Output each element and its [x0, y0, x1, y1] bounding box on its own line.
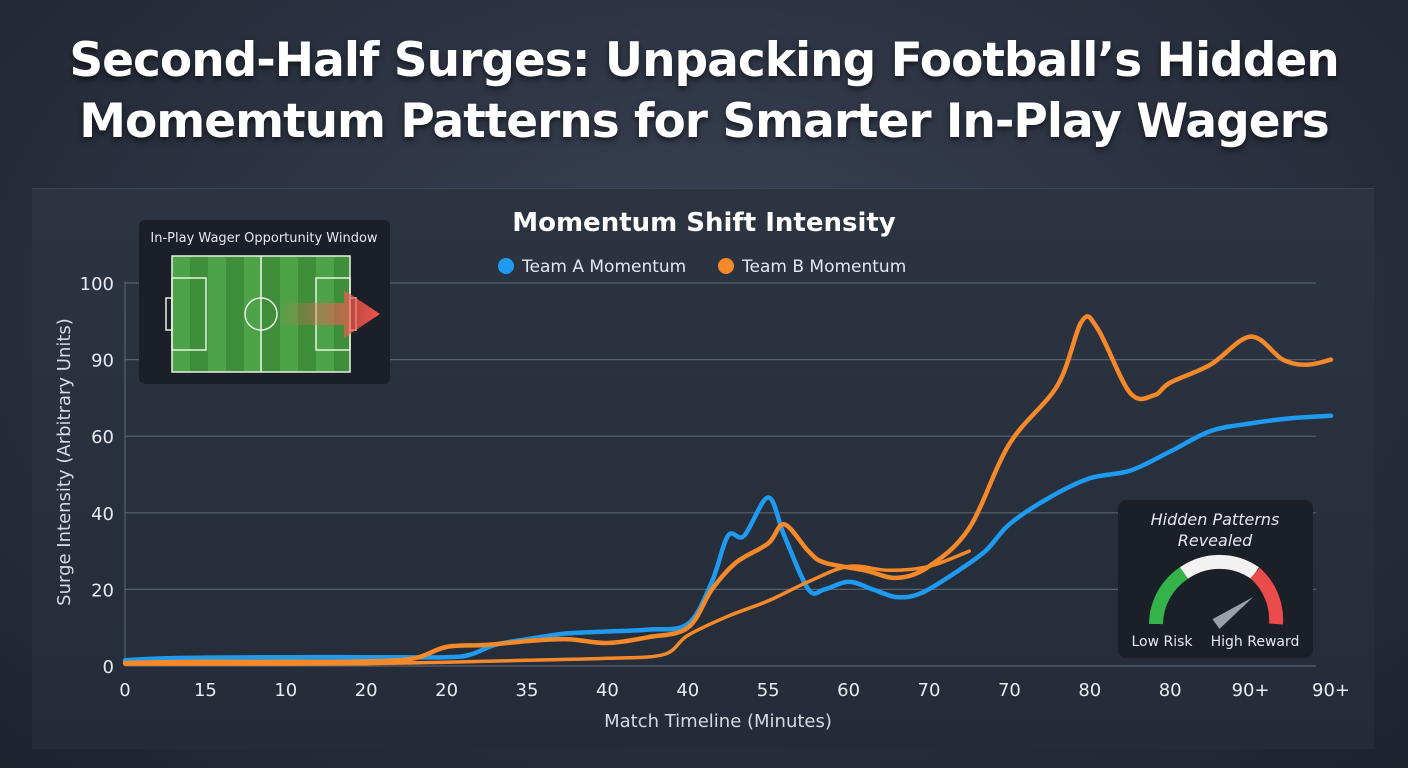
x-tick-label: 90+ [1232, 680, 1270, 701]
gauge-background [1118, 500, 1313, 658]
x-tick-label: 60 [837, 680, 860, 701]
y-tick-label: 100 [80, 274, 114, 295]
y-tick-label: 40 [91, 504, 114, 525]
x-axis-ticks: 0 15 10 20 20 35 40 40 55 60 70 70 80 80 90+ 90+ [119, 680, 1350, 701]
gauge-title-line-1: Hidden Patterns [1151, 510, 1280, 529]
legend-team-a-label: Team A Momentum [521, 257, 686, 277]
x-tick-label: 55 [757, 680, 780, 701]
y-tick-label: 90 [91, 351, 114, 372]
wager-window-inset: In-Play Wager Opportunity Window [139, 220, 390, 384]
risk-reward-gauge-icon [1149, 554, 1284, 629]
gauge-high-label: High Reward [1211, 634, 1300, 650]
inset-title: In-Play Wager Opportunity Window [150, 231, 377, 246]
y-axis-ticks: 0 20 40 60 90 100 [80, 274, 114, 678]
risk-reward-gauge-card: Hidden Patterns Revealed Low Risk High R… [1118, 500, 1313, 658]
x-tick-label: 20 [355, 680, 378, 701]
y-tick-label: 60 [91, 427, 114, 448]
gauge-low-label: Low Risk [1131, 634, 1193, 650]
football-pitch-icon [165, 255, 380, 373]
x-tick-label: 80 [1159, 680, 1182, 701]
headline-line-2: Momemtum Patterns for Smarter In-Play Wa… [79, 94, 1330, 149]
team-b-momentum-line [122, 314, 1334, 666]
chart-legend: Team A Momentum Team B Momentum [498, 257, 906, 277]
gauge-needle [1212, 597, 1254, 629]
x-tick-label: 40 [676, 680, 699, 701]
x-tick-label: 35 [516, 680, 539, 701]
chart-title: Momentum Shift Intensity [512, 208, 896, 238]
series-lines [122, 314, 1334, 666]
team-b-secondary-line [123, 549, 971, 666]
y-tick-label: 20 [91, 580, 114, 601]
x-tick-label: 15 [194, 680, 217, 701]
team-a-momentum-line [122, 413, 1334, 663]
x-tick-label: 40 [596, 680, 619, 701]
x-tick-label: 0 [119, 680, 130, 701]
attack-arrow-icon [276, 290, 380, 338]
x-tick-label: 80 [1078, 680, 1101, 701]
legend-team-a-marker [498, 258, 514, 274]
y-tick-label: 0 [103, 657, 114, 678]
gauge-title-line-2: Revealed [1178, 531, 1253, 550]
x-tick-label: 70 [918, 680, 941, 701]
x-axis-label: Match Timeline (Minutes) [604, 711, 832, 732]
x-tick-label: 70 [998, 680, 1021, 701]
x-tick-label: 10 [274, 680, 297, 701]
headline-line-1: Second-Half Surges: Unpacking Football’s… [69, 33, 1339, 88]
legend-team-b-label: Team B Momentum [741, 257, 906, 277]
y-axis-label: Surge Intensity (Arbitrary Units) [54, 318, 75, 606]
x-tick-label: 90+ [1312, 680, 1350, 701]
legend-team-b-marker [718, 258, 734, 274]
page-headline: Second-Half Surges: Unpacking Football’s… [0, 30, 1408, 152]
x-tick-label: 20 [435, 680, 458, 701]
